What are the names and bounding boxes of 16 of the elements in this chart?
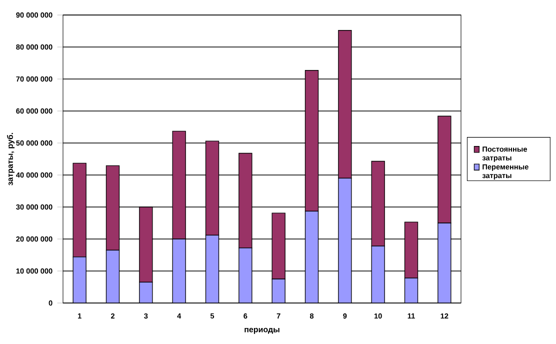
bar xyxy=(238,248,252,303)
bar xyxy=(404,222,418,278)
bar xyxy=(272,212,286,280)
bar xyxy=(72,256,86,303)
bar xyxy=(205,234,220,303)
bar xyxy=(404,278,418,303)
bar xyxy=(438,222,452,303)
x-axis-title: периоды xyxy=(244,328,280,334)
bar xyxy=(371,246,385,303)
bar xyxy=(272,278,286,303)
bar xyxy=(304,210,319,303)
bar xyxy=(338,178,352,303)
bar xyxy=(106,250,120,303)
y-axis-title: затраты, руб. xyxy=(6,132,15,186)
bar xyxy=(139,206,153,283)
bar xyxy=(172,238,186,303)
